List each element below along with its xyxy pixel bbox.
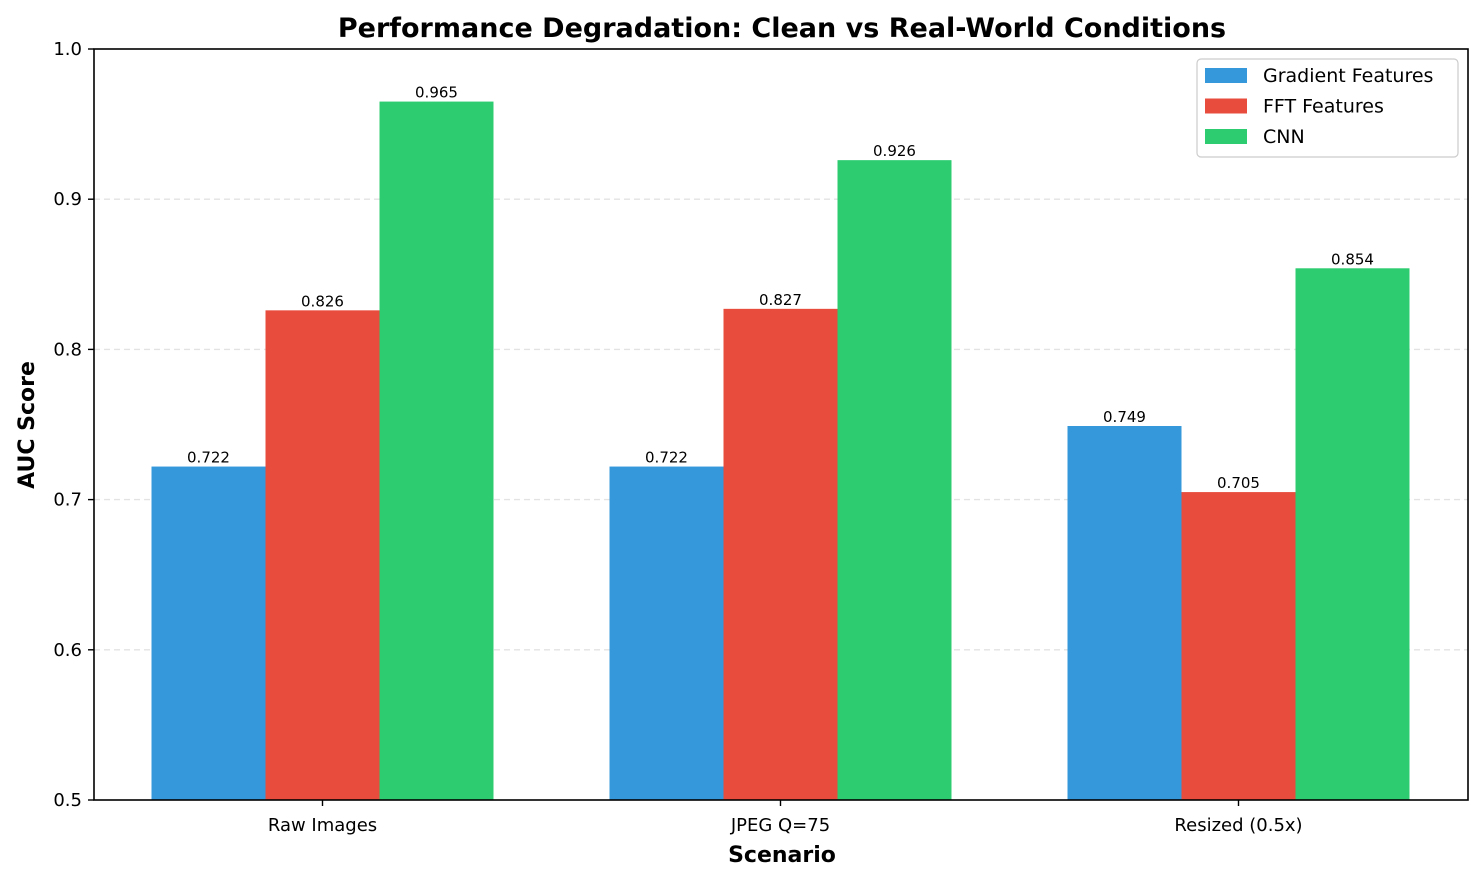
x-tick-label: Raw Images xyxy=(268,815,377,836)
bar-fft-features-1 xyxy=(723,308,838,800)
x-tick-label: JPEG Q=75 xyxy=(730,815,830,836)
bar-gradient-features-1 xyxy=(609,466,724,800)
data-label: 0.854 xyxy=(1331,250,1374,268)
y-tick-label: 0.5 xyxy=(53,790,82,811)
data-label: 0.705 xyxy=(1217,474,1260,492)
y-axis-label: AUC Score xyxy=(15,361,40,489)
data-label: 0.826 xyxy=(301,292,344,310)
data-label: 0.965 xyxy=(415,84,458,102)
data-labels: 0.722 0.826 0.965 0.722 0.827 0.926 0.749 0.705… xyxy=(187,84,1374,493)
y-tick-label: 0.8 xyxy=(53,339,82,360)
legend-label: CNN xyxy=(1263,126,1305,148)
data-label: 0.926 xyxy=(873,142,916,160)
chart-title: Performance Degradation: Clean vs Real-W… xyxy=(338,13,1226,44)
bar-gradient-features-0 xyxy=(151,466,266,800)
bar-cnn-0 xyxy=(379,101,494,800)
x-axis-ticks: Raw Images JPEG Q=75 Resized (0.5x) xyxy=(268,800,1303,836)
bar-cnn-1 xyxy=(837,160,952,800)
x-axis-label: Scenario xyxy=(728,843,836,868)
y-tick-label: 0.9 xyxy=(53,189,82,210)
data-label: 0.722 xyxy=(645,449,688,467)
legend-swatch xyxy=(1205,98,1247,114)
y-tick-label: 0.7 xyxy=(53,490,82,511)
bar-fft-features-0 xyxy=(265,310,380,800)
data-label: 0.749 xyxy=(1103,408,1146,426)
legend-label: Gradient Features xyxy=(1263,65,1433,87)
y-tick-label: 1.0 xyxy=(53,39,82,60)
legend-box xyxy=(1196,58,1459,158)
y-axis-ticks: 0.5 0.6 0.7 0.8 0.9 1.0 xyxy=(53,39,94,811)
x-tick-label: Resized (0.5x) xyxy=(1174,815,1302,836)
legend-swatch xyxy=(1205,68,1247,83)
bar-gradient-features-2 xyxy=(1067,426,1182,800)
legend: Gradient Features FFT Features CNN xyxy=(1196,58,1459,158)
data-label: 0.722 xyxy=(187,449,230,467)
bar-fft-features-2 xyxy=(1181,492,1296,800)
legend-swatch xyxy=(1205,129,1247,144)
y-tick-label: 0.6 xyxy=(53,640,82,661)
bar-cnn-2 xyxy=(1295,268,1410,800)
legend-label: FFT Features xyxy=(1263,96,1384,118)
data-label: 0.827 xyxy=(759,291,802,309)
bars xyxy=(151,101,1410,800)
